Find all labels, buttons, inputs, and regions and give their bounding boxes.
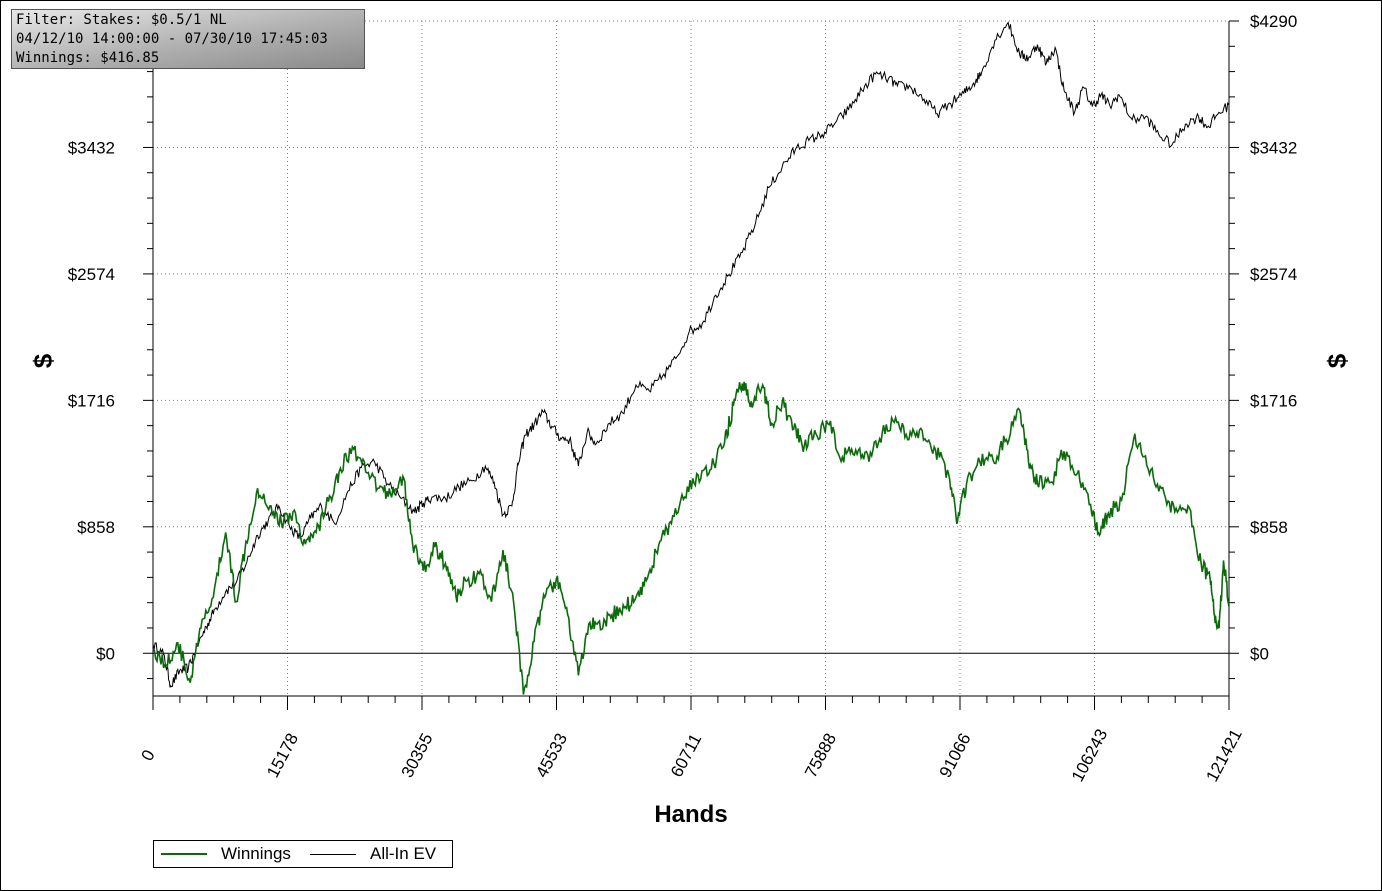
y-tick-label-right: $2574 xyxy=(1250,265,1297,284)
y-tick-label-right: $858 xyxy=(1250,518,1288,537)
legend-item-allin-ev: All-In EV xyxy=(310,844,436,864)
legend-swatch-allin-ev xyxy=(310,853,356,855)
y-tick-label-right: $4290 xyxy=(1250,12,1297,31)
winnings-summary-text: Winnings: $416.85 xyxy=(16,50,160,66)
y-tick-label-left: $2574 xyxy=(68,265,115,284)
y-axis-title-left: $ xyxy=(28,353,58,368)
date-range-text: 04/12/10 14:00:00 - 07/30/10 17:45:03 xyxy=(16,31,328,47)
x-tick-label: 106243 xyxy=(1068,726,1111,785)
y-tick-label-left: $858 xyxy=(77,518,115,537)
legend-swatch-winnings xyxy=(161,853,207,855)
y-tick-label-right: $0 xyxy=(1250,644,1269,663)
x-tick-label: 15178 xyxy=(263,730,302,781)
x-tick-label: 75888 xyxy=(801,730,840,781)
x-tick-label: 0 xyxy=(138,747,159,764)
y-tick-label-left: $0 xyxy=(96,644,115,663)
legend-label-winnings: Winnings xyxy=(221,844,291,863)
x-tick-label: 121421 xyxy=(1202,726,1245,785)
y-tick-label-left: $1716 xyxy=(68,391,115,410)
filter-text: Filter: Stakes: $0.5/1 NL xyxy=(16,12,227,28)
legend-label-allin-ev: All-In EV xyxy=(370,844,437,863)
x-tick-label: 30355 xyxy=(398,730,437,781)
y-tick-label-right: $1716 xyxy=(1250,391,1297,410)
x-tick-label: 91066 xyxy=(936,730,975,781)
series-line-winnings xyxy=(152,381,1230,695)
x-tick-label: 45533 xyxy=(532,730,571,781)
filter-info-box: Filter: Stakes: $0.5/1 NL 04/12/10 14:00… xyxy=(11,9,365,69)
x-axis-title: Hands xyxy=(654,801,727,828)
chart-legend: Winnings All-In EV xyxy=(153,840,453,868)
y-tick-label-right: $3432 xyxy=(1250,138,1297,157)
legend-item-winnings: Winnings xyxy=(161,844,291,864)
y-axis-title-right: $ xyxy=(1322,353,1352,368)
y-tick-label-left: $3432 xyxy=(68,138,115,157)
x-tick-label: 60711 xyxy=(667,731,705,781)
plot-area xyxy=(153,21,1229,696)
series-line-allin-ev xyxy=(152,21,1230,688)
